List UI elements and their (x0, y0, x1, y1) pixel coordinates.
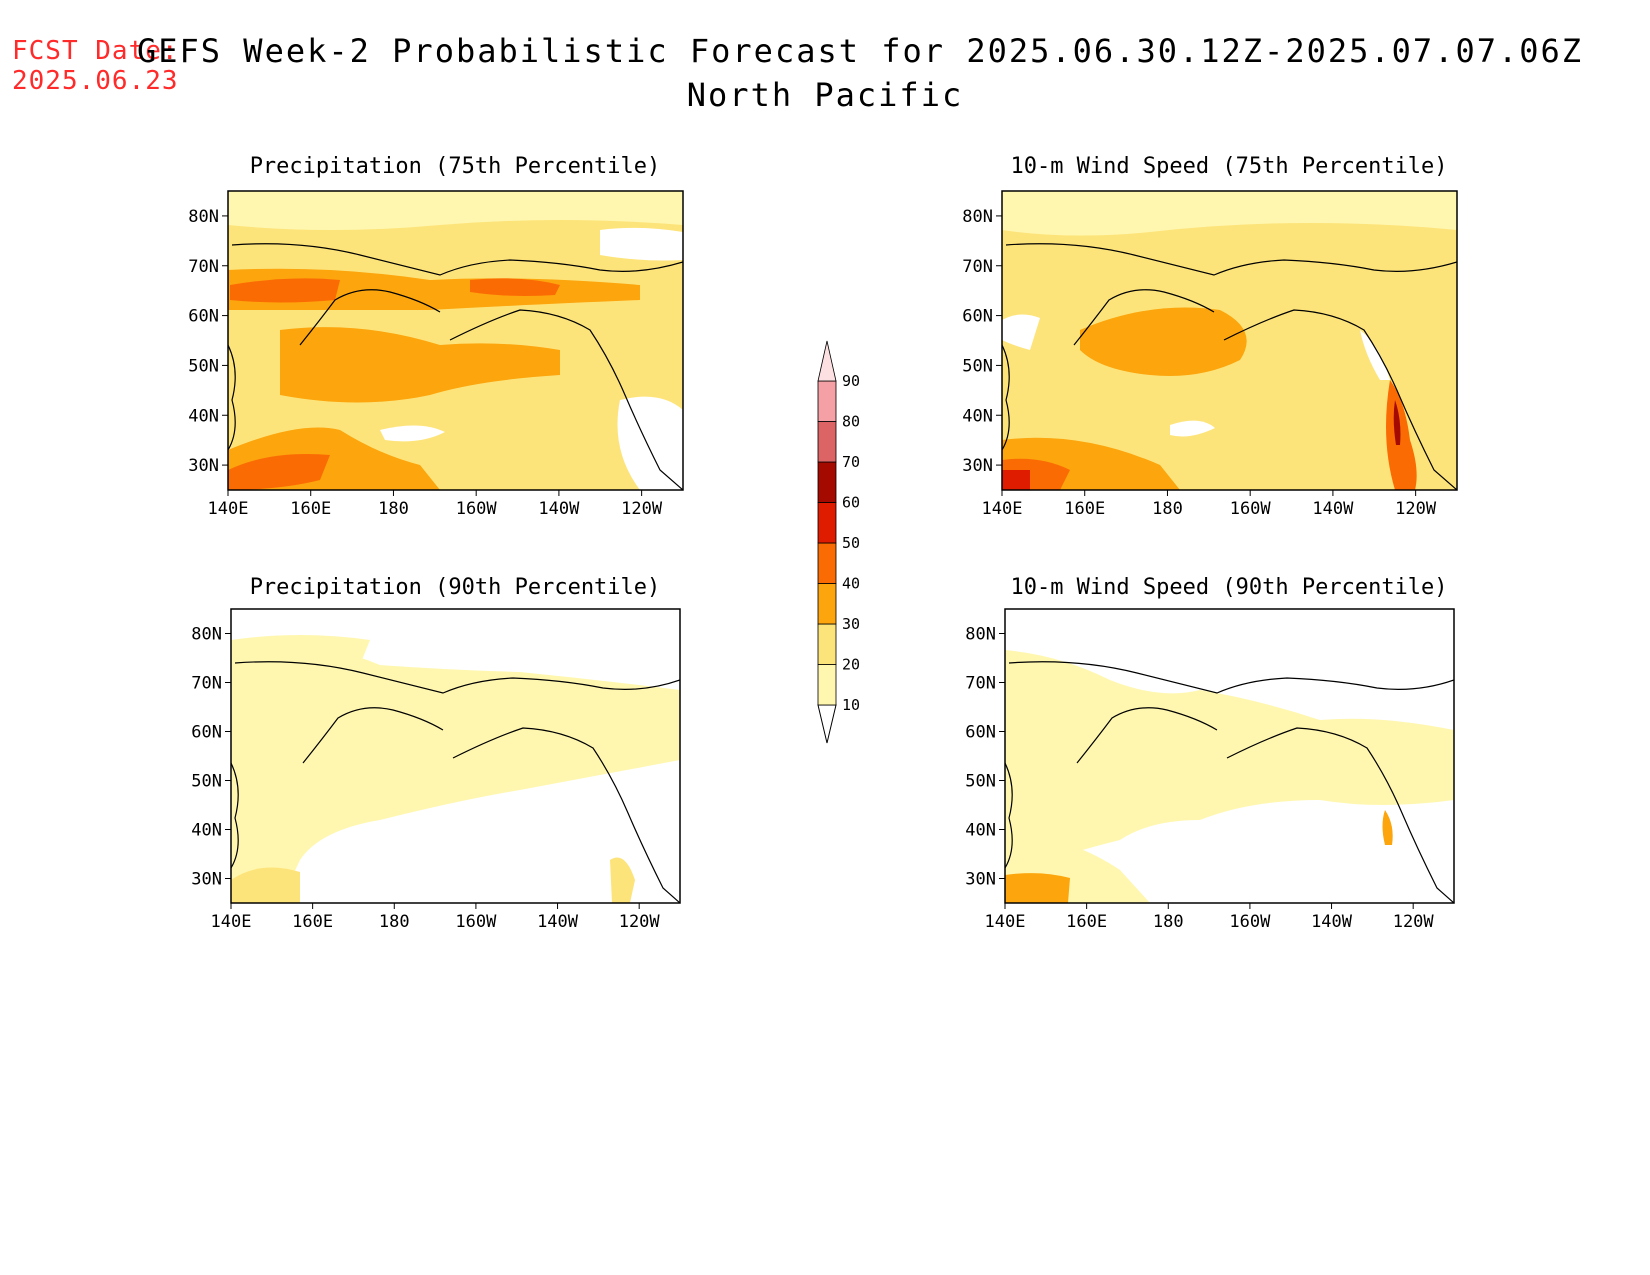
colorbar-swatch (817, 664, 837, 706)
colorbar-swatch (817, 583, 837, 625)
lat-label: 40N (962, 406, 993, 426)
lat-label: 60N (962, 307, 993, 327)
panel-title: Precipitation (90th Percentile) (250, 575, 661, 600)
panel-title: Precipitation (75th Percentile) (250, 154, 661, 179)
lat-label: 80N (191, 625, 222, 645)
forecast-date: FCST Date: 2025.06.23 (12, 36, 179, 96)
lon-label: 160W (1230, 499, 1272, 519)
lon-label: 160W (456, 499, 498, 519)
colorbar-label: 10 (842, 696, 860, 714)
colorbar-label: 80 (842, 413, 860, 431)
lon-label: 180 (379, 912, 410, 932)
lat-label: 50N (962, 356, 993, 376)
colorbar-label: 50 (842, 534, 860, 552)
colorbar-label: 30 (842, 615, 860, 633)
lon-label: 140W (537, 912, 579, 932)
lon-label: 140E (208, 499, 249, 519)
colorbar-swatch (817, 502, 837, 544)
lat-label: 30N (191, 870, 222, 890)
lon-label: 160W (1229, 912, 1271, 932)
colorbar-swatch (817, 461, 837, 503)
lat-label: 40N (191, 821, 222, 841)
colorbar-label: 40 (842, 575, 860, 593)
lat-label: 60N (188, 307, 219, 327)
lat-label: 60N (965, 723, 996, 743)
lat-label: 80N (965, 625, 996, 645)
lat-label: 40N (965, 821, 996, 841)
colorbar-bottom-cap (817, 704, 837, 744)
lat-label: 60N (191, 723, 222, 743)
panel-title: 10-m Wind Speed (75th Percentile) (1010, 154, 1447, 179)
lon-label: 140W (1312, 499, 1354, 519)
colorbar-label: 70 (842, 453, 860, 471)
lat-label: 30N (965, 870, 996, 890)
panel-wind-90: 10-m Wind Speed (90th Percentile) (1004, 575, 1455, 904)
panel-title: 10-m Wind Speed (90th Percentile) (1010, 575, 1447, 600)
colorbar: 10 20 30 40 50 60 70 80 90 (817, 340, 860, 744)
lat-label: 70N (191, 674, 222, 694)
lat-label: 80N (188, 207, 219, 227)
lon-label: 140E (982, 499, 1023, 519)
lon-label: 160W (455, 912, 497, 932)
fcst-date-label: FCST Date: (12, 36, 179, 66)
lon-label: 140W (538, 499, 580, 519)
lon-label: 120W (1393, 912, 1435, 932)
lat-label: 70N (962, 257, 993, 277)
lon-label: 160E (292, 912, 333, 932)
lat-label: 40N (188, 406, 219, 426)
lon-label: 140W (1311, 912, 1353, 932)
lat-label: 70N (965, 674, 996, 694)
panel-precip-75: Precipitation (75th Percentile) (227, 154, 684, 491)
colorbar-label: 90 (842, 372, 860, 390)
lat-label: 80N (962, 207, 993, 227)
fcst-date-value: 2025.06.23 (12, 66, 179, 96)
lon-label: 180 (1153, 912, 1184, 932)
colorbar-top-cap (817, 340, 837, 382)
colorbar-swatch (817, 421, 837, 463)
lat-label: 50N (965, 772, 996, 792)
lon-label: 180 (378, 499, 409, 519)
lon-label: 160E (1066, 912, 1107, 932)
lat-label: 50N (188, 356, 219, 376)
panel-wind-75: 10-m Wind Speed (75th Percentile) (1001, 154, 1458, 491)
lon-label: 120W (619, 912, 661, 932)
lat-label: 70N (188, 257, 219, 277)
axis-labels: 80N 70N 60N 50N 40N 30N 140E 160E 180 160W 140W 120… (188, 207, 1437, 932)
page-title: GEFS Week-2 Probabilistic Forecast for 2… (136, 32, 1584, 70)
lon-label: 180 (1152, 499, 1183, 519)
lon-label: 160E (290, 499, 331, 519)
lat-label: 50N (191, 772, 222, 792)
lon-label: 120W (1395, 499, 1437, 519)
colorbar-label: 60 (842, 494, 860, 512)
lat-label: 30N (188, 456, 219, 476)
lat-label: 30N (962, 456, 993, 476)
colorbar-label: 20 (842, 656, 860, 674)
colorbar-swatch (817, 542, 837, 584)
lon-label: 140E (211, 912, 252, 932)
lon-label: 160E (1064, 499, 1105, 519)
panel-precip-90: Precipitation (90th Percentile) (230, 575, 681, 904)
lon-label: 120W (621, 499, 663, 519)
region-title: North Pacific (686, 76, 964, 114)
colorbar-swatch (817, 380, 837, 422)
colorbar-swatch (817, 623, 837, 665)
lon-label: 140E (985, 912, 1026, 932)
